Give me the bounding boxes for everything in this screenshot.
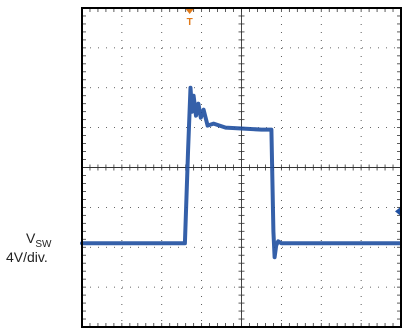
trigger-level-icon (395, 207, 400, 216)
graticule (81, 7, 402, 328)
channel-subscript: SW (35, 239, 52, 250)
channel-label: VSW (26, 230, 52, 250)
markers: T (185, 9, 400, 216)
trigger-marker: T (185, 9, 194, 28)
waveform-trace (80, 85, 402, 260)
waveform-traces (80, 85, 402, 260)
plot-frame (81, 7, 402, 328)
channel-name: V (26, 230, 36, 246)
channel-scale: 4V/div. (6, 249, 48, 265)
trigger-arrow (185, 9, 194, 14)
trigger-label: T (187, 17, 193, 28)
